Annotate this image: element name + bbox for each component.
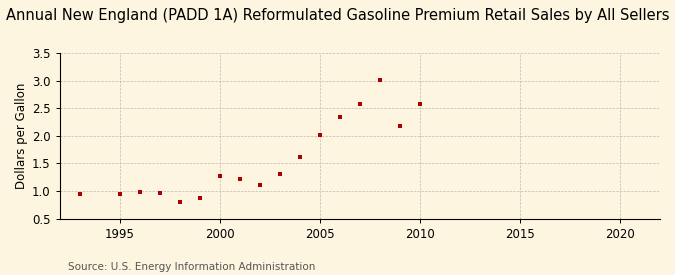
Text: Source: U.S. Energy Information Administration: Source: U.S. Energy Information Administ… [68, 262, 315, 272]
Point [215, 174, 225, 178]
Point [394, 124, 405, 129]
Point [74, 192, 85, 197]
Point [155, 191, 165, 195]
Point [414, 102, 425, 106]
Point [354, 102, 365, 107]
Point [315, 133, 325, 138]
Y-axis label: Dollars per Gallon: Dollars per Gallon [15, 83, 28, 189]
Point [335, 114, 346, 119]
Point [254, 183, 265, 187]
Point [294, 155, 305, 159]
Point [275, 172, 286, 176]
Point [194, 196, 205, 200]
Point [375, 78, 385, 82]
Point [115, 192, 126, 196]
Text: Annual New England (PADD 1A) Reformulated Gasoline Premium Retail Sales by All S: Annual New England (PADD 1A) Reformulate… [6, 8, 669, 23]
Point [174, 200, 185, 204]
Point [234, 177, 245, 181]
Point [134, 190, 145, 194]
